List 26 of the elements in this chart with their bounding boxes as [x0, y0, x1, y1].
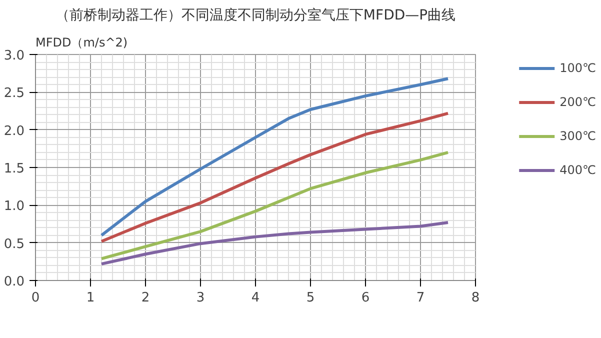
y-tick-label: 0.5: [4, 236, 25, 252]
x-tick-label: 1: [86, 290, 95, 306]
y-tick-label: 2.0: [4, 124, 25, 139]
legend-label: 400℃: [560, 163, 596, 177]
x-tick-label: 7: [416, 290, 425, 306]
y-tick-label: 1.5: [4, 162, 25, 176]
legend-label: 300℃: [560, 129, 596, 143]
y-tick-label: 0.0: [4, 274, 25, 290]
x-tick-label: 3: [196, 290, 205, 306]
x-tick-label: 5: [306, 290, 315, 306]
x-tick-label: 0: [31, 290, 40, 306]
x-tick-label: 4: [251, 290, 260, 306]
line-series: [100, 112, 450, 243]
line-series: [100, 220, 450, 266]
legend-label: 100℃: [560, 61, 596, 75]
x-tick-label: 6: [361, 290, 370, 306]
y-axis-title: MFDD（m/s^2): [36, 36, 128, 50]
line-series: [100, 77, 450, 237]
y-tick-label: 2.5: [4, 86, 25, 102]
y-tick-label: 1.0: [4, 199, 25, 214]
x-tick-label: 2: [141, 290, 150, 306]
line-series: [100, 150, 450, 260]
y-tick-label: 3.0: [4, 48, 25, 64]
legend-label: 200℃: [560, 95, 596, 109]
x-tick-label: 8: [471, 290, 480, 306]
chart-title: （前桥制动器工作）不同温度不同制动分室气压下MFDD—P曲线: [55, 8, 456, 24]
